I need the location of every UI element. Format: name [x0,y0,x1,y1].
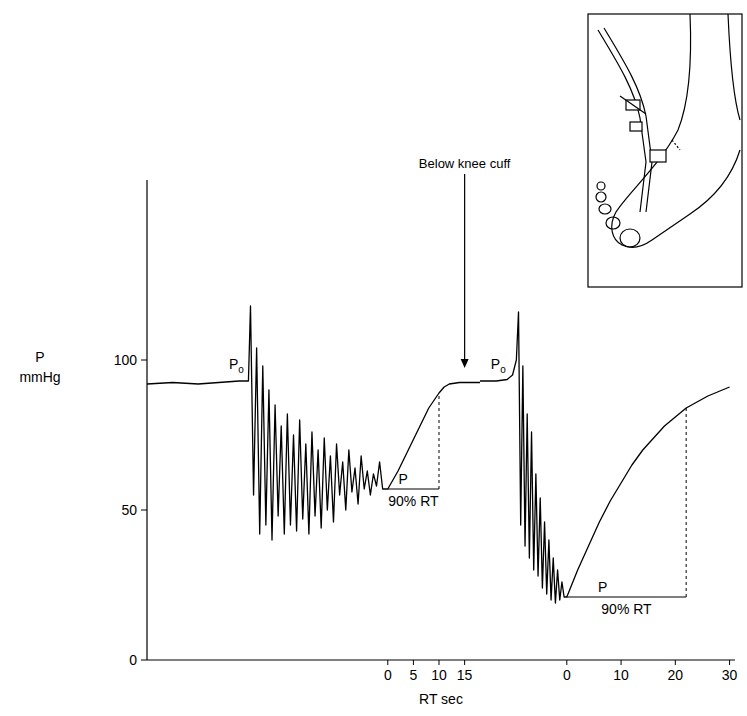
inset [588,14,742,287]
x-tick [439,660,440,665]
stopcock-handle [620,96,646,114]
needle [672,140,680,150]
pressure-trace [480,312,730,603]
y-tick [141,510,147,511]
x-tick [729,660,730,665]
y-tick-label: 50 [121,502,137,518]
x-tick-label: 0 [563,667,571,683]
x-tick [675,660,676,665]
p-label: P [398,471,407,487]
rt90-label: 90% RT [601,601,652,617]
y-tick [141,360,147,361]
x-tick-label: 10 [431,667,447,683]
pressure-trace [147,306,480,540]
x-tick-label: 30 [722,667,738,683]
y-tick-label: 100 [114,352,138,368]
tube [604,28,652,212]
y-axis-unit: mmHg [19,369,60,385]
cuff-arrow [461,174,469,368]
p-label: P [598,579,607,595]
x-axis [147,659,735,660]
rt90-marker [686,408,687,597]
x-tick [566,660,567,665]
toe [620,229,640,247]
figure: 051015050100PmmHgRT secP90% RTPoBelow kn… [0,0,747,716]
rt90-label: 90% RT [388,493,439,509]
toe [599,204,611,214]
x-tick-label: 10 [613,667,629,683]
cuff-label: Below knee cuff [419,156,511,171]
toe [597,182,605,190]
baseline-p [388,488,439,489]
x-tick [621,660,622,665]
foot-outline [612,14,740,247]
plot-area [147,306,480,540]
x-tick [387,660,388,665]
leg-outline [728,14,740,120]
x-tick-label: 15 [457,667,473,683]
baseline-p [567,596,686,597]
y-tick [141,660,147,661]
y-axis [146,180,147,660]
arrow-shaft [464,174,465,363]
x-tick [413,660,414,665]
toe [596,192,606,202]
y-axis-title: P [35,349,44,365]
p0-label: Po [229,356,244,375]
x-tick-label: 20 [668,667,684,683]
x-tick-label: 0 [384,667,392,683]
p0-label: Po [491,356,506,375]
rt90-marker [439,393,440,489]
x-tick-label: 5 [410,667,418,683]
arrow-head [461,359,469,368]
plot-area [480,312,730,603]
x-axis-title: RT sec [419,691,463,707]
connector [630,122,642,131]
x-tick [464,660,465,665]
inset-frame [588,14,742,287]
toe [606,217,620,229]
y-tick-label: 0 [129,652,137,668]
sensor [650,150,666,162]
